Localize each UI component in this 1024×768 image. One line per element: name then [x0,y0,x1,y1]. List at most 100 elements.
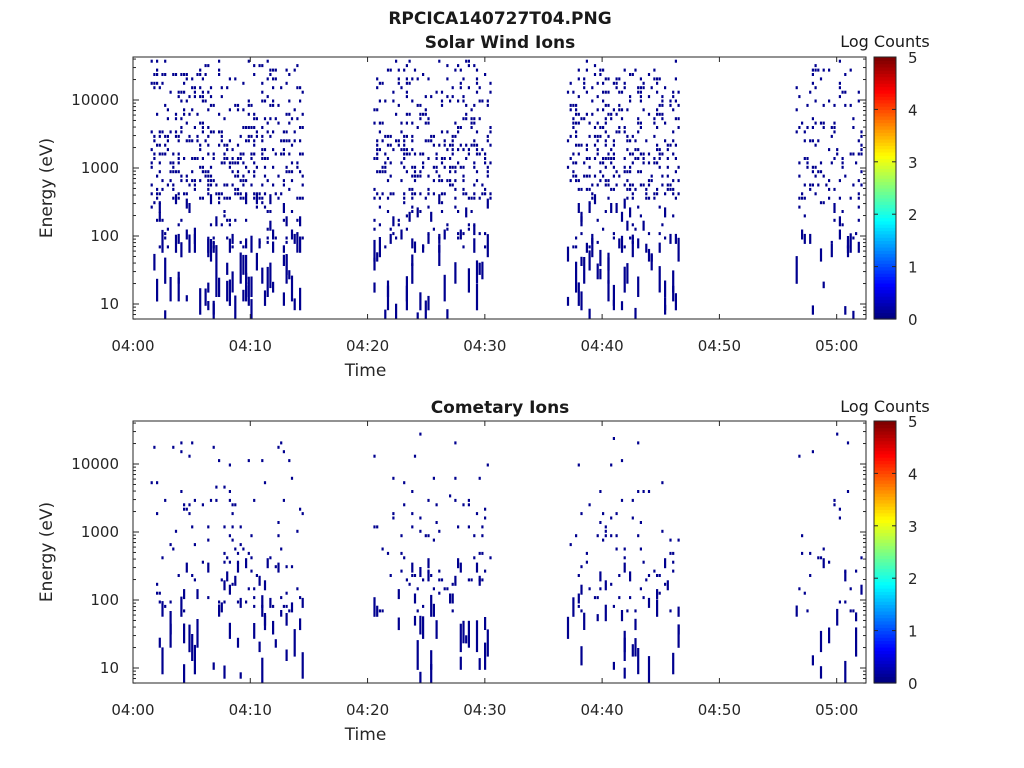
heatmap-cell [166,227,169,231]
heatmap-cell [639,86,642,90]
heatmap-cell [631,134,634,138]
heatmap-cell [585,242,588,253]
heatmap-cell [465,103,468,107]
heatmap-cell [234,295,237,320]
heatmap-cell [645,196,648,200]
heatmap-cell [653,68,656,72]
heatmap-cell [158,170,161,174]
heatmap-cell [478,578,481,582]
heatmap-cell [153,201,156,205]
heatmap-cell [860,584,863,595]
heatmap-cell [585,68,588,72]
heatmap-cell [454,205,457,209]
heatmap-cell [228,108,231,112]
heatmap-cell [465,207,468,218]
heatmap-cell [585,560,588,564]
heatmap-cell [438,591,441,595]
heatmap-cell [475,143,479,147]
heatmap-cell [833,121,836,125]
heatmap-cell [228,165,231,169]
heatmap-cell [860,556,863,560]
heatmap-cell [201,90,204,94]
heatmap-cell [255,130,258,134]
heatmap-cell [844,103,847,107]
heatmap-cell [207,64,210,68]
heatmap-cell [470,117,473,121]
heatmap-cell [666,148,669,152]
heatmap-cell [814,64,817,68]
heatmap-cell [604,139,607,143]
heatmap-cell [180,218,183,222]
colorbar-swatch [874,552,896,556]
heatmap-cell [253,139,256,143]
heatmap-cell [828,68,831,72]
heatmap-cell [599,134,602,138]
heatmap-cell [604,90,607,94]
heatmap-cell [607,179,610,183]
heatmap-cell [672,551,675,555]
heatmap-cell [191,86,194,90]
heatmap-cell [637,121,640,125]
heatmap-cell [261,134,264,138]
heatmap-cell [822,547,825,551]
heatmap-cell [422,244,425,253]
heatmap-cell [838,59,841,63]
y-tick-label: 10 [100,659,119,677]
colorbar-swatch [874,76,896,81]
heatmap-cell [572,152,575,156]
colorbar-swatch [874,246,896,251]
heatmap-cell [602,157,605,160]
heatmap-cell [664,121,667,125]
heatmap-cell [161,130,164,134]
heatmap-cell [432,603,435,617]
heatmap-cell [467,578,470,582]
heatmap-cell [623,68,626,72]
heatmap-cell [855,627,858,657]
heatmap-cell [819,630,823,653]
heatmap-cell [828,560,831,564]
heatmap-cell [656,192,659,196]
colorbar-swatch [874,502,896,507]
heatmap-cell [299,236,302,240]
heatmap-cell [405,81,408,85]
heatmap-cell [481,551,484,555]
heatmap-cell [473,196,476,200]
heatmap-cell [443,587,446,591]
heatmap-cell [838,507,841,511]
heatmap-cell [438,59,441,63]
heatmap-cell [228,223,231,227]
heatmap-cell [282,292,285,306]
heatmap-cell [604,529,607,533]
heatmap-cell [857,192,860,196]
heatmap-cell [231,512,234,516]
heatmap-cell [199,165,202,169]
colorbar-swatch [874,565,896,569]
heatmap-cell [677,165,680,169]
heatmap-cell [661,529,664,533]
heatmap-cell [575,261,578,293]
heatmap-cells [150,432,863,684]
heatmap-cell [484,507,487,511]
colorbar-tick-label: 1 [908,623,918,641]
heatmap-cell [639,214,642,218]
x-tick-label: 04:00 [111,701,154,719]
heatmap-cell [280,610,283,617]
heatmap-cell [245,600,248,604]
colorbar-swatch [874,194,896,199]
heatmap-cell [389,161,392,165]
heatmap-cell [274,565,277,569]
heatmap-cell [642,152,645,156]
heatmap-cell [269,220,272,231]
heatmap-cell [599,73,602,76]
heatmap-cell [809,187,812,191]
heatmap-cell [218,73,221,76]
heatmap-cell [427,233,430,244]
heatmap-cell [833,126,836,129]
heatmap-cell [201,99,204,103]
colorbar-swatch [874,305,896,310]
heatmap-cell [253,73,256,76]
heatmap-cell [629,187,632,191]
colorbar-swatch [874,315,896,320]
colorbar-swatch [874,296,896,300]
